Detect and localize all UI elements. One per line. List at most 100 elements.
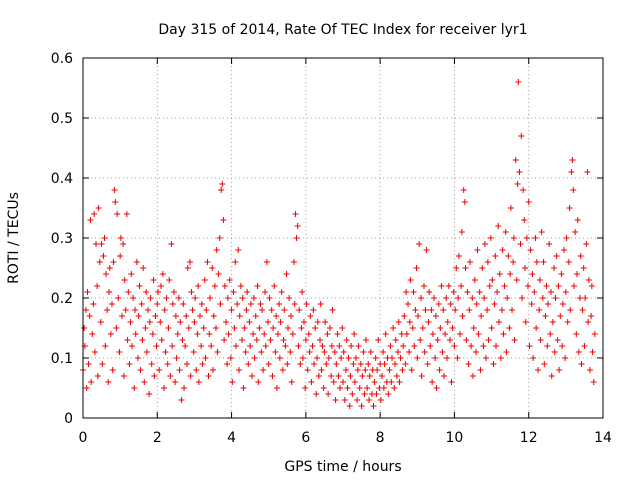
data-point <box>556 367 563 373</box>
data-point <box>377 397 384 403</box>
data-point <box>200 325 207 331</box>
data-point <box>261 331 268 337</box>
data-point <box>260 367 267 373</box>
x-tick-label: 8 <box>376 430 385 446</box>
data-point <box>457 331 463 337</box>
data-point <box>108 301 115 307</box>
data-point <box>284 361 291 367</box>
data-point <box>329 307 336 313</box>
data-point <box>480 343 487 349</box>
data-point <box>251 355 258 361</box>
data-point <box>543 283 550 289</box>
data-point <box>435 301 442 307</box>
data-point <box>126 361 133 367</box>
data-point <box>407 277 414 283</box>
data-point <box>405 301 411 307</box>
data-point <box>104 307 111 313</box>
data-point <box>562 355 569 361</box>
data-point <box>206 331 213 337</box>
data-point <box>550 265 557 271</box>
data-point <box>190 349 197 355</box>
data-point <box>116 349 123 355</box>
data-point <box>237 283 244 289</box>
data-point <box>231 325 238 331</box>
data-point <box>516 169 523 175</box>
data-point <box>101 235 108 241</box>
data-point <box>517 241 524 247</box>
data-point <box>496 319 502 325</box>
data-point <box>559 343 566 349</box>
data-point <box>250 331 257 337</box>
data-point <box>84 289 91 295</box>
data-point <box>533 325 540 331</box>
data-point <box>450 289 457 295</box>
data-point <box>479 265 486 271</box>
data-point <box>443 295 450 301</box>
data-point <box>130 295 137 301</box>
data-point <box>308 379 315 385</box>
data-point <box>397 355 404 361</box>
data-point <box>421 349 428 355</box>
data-point <box>328 343 335 349</box>
data-point <box>466 307 473 313</box>
data-point <box>470 373 476 379</box>
data-point <box>420 283 427 289</box>
data-point <box>105 379 112 385</box>
data-point <box>245 361 252 367</box>
data-point <box>221 337 228 343</box>
data-point <box>337 385 344 391</box>
y-tick-label: 0.2 <box>51 291 73 307</box>
data-point <box>484 259 491 265</box>
data-point <box>437 325 444 331</box>
data-point <box>88 379 95 385</box>
data-point <box>220 217 227 223</box>
data-point <box>107 331 114 337</box>
data-point <box>309 343 316 349</box>
data-point <box>505 253 512 259</box>
data-point <box>401 313 408 319</box>
data-point <box>374 367 381 373</box>
data-point <box>475 331 482 337</box>
data-point <box>580 265 587 271</box>
data-point <box>139 337 146 343</box>
data-point <box>434 337 441 343</box>
data-point <box>411 343 418 349</box>
data-point <box>364 385 371 391</box>
data-point <box>388 379 395 385</box>
data-point <box>527 247 534 253</box>
y-tick-label: 0.5 <box>51 111 73 127</box>
data-point <box>590 379 597 385</box>
data-point <box>217 301 224 307</box>
data-point <box>132 307 138 313</box>
data-point <box>189 307 196 313</box>
data-point <box>334 331 341 337</box>
data-point <box>487 235 494 241</box>
data-point <box>406 349 413 355</box>
data-point <box>514 181 521 187</box>
data-point <box>491 301 498 307</box>
data-point <box>332 397 339 403</box>
data-point <box>161 307 168 313</box>
data-point <box>496 271 503 277</box>
data-point <box>215 271 222 277</box>
data-point <box>428 307 435 313</box>
data-point <box>555 283 562 289</box>
data-point <box>353 355 359 361</box>
data-point <box>372 355 379 361</box>
data-point <box>106 289 112 295</box>
data-point <box>470 325 477 331</box>
data-point <box>289 331 296 337</box>
data-point <box>136 283 143 289</box>
data-point <box>444 355 450 361</box>
data-point <box>431 295 437 301</box>
data-point <box>152 313 159 319</box>
data-point <box>282 343 289 349</box>
data-point <box>541 361 548 367</box>
data-point <box>156 367 163 373</box>
data-point <box>572 229 579 235</box>
data-point <box>285 325 292 331</box>
data-point <box>416 241 423 247</box>
data-point <box>483 355 489 361</box>
data-point <box>458 283 465 289</box>
data-point <box>86 313 93 319</box>
